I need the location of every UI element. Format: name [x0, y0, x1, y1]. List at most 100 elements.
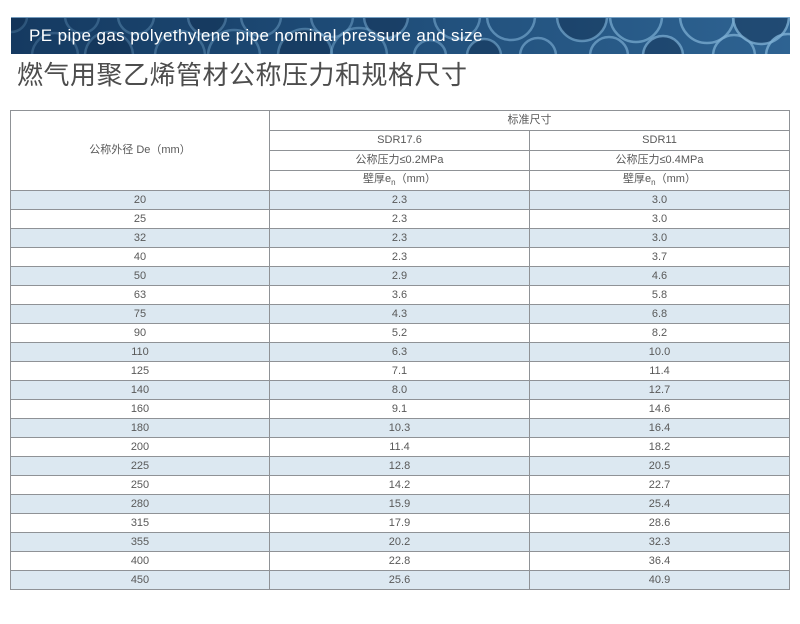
cell-wall-sdr176: 20.2: [269, 532, 530, 552]
table-row: 400 22.8 36.4: [10, 551, 790, 571]
cell-wall-sdr176: 2.3: [269, 209, 530, 229]
table-row: 75 4.3 6.8: [10, 304, 790, 324]
cell-wall-sdr176: 2.3: [269, 190, 530, 210]
cell-wall-sdr11: 40.9: [529, 570, 790, 590]
header-sdr176: SDR17.6: [269, 130, 530, 151]
cell-wall-sdr176: 9.1: [269, 399, 530, 419]
cell-wall-sdr176: 10.3: [269, 418, 530, 438]
table-row: 225 12.8 20.5: [10, 456, 790, 476]
cell-outer-diameter: 280: [10, 494, 270, 514]
table-row: 125 7.1 11.4: [10, 361, 790, 381]
cell-wall-sdr176: 4.3: [269, 304, 530, 324]
banner-title: PE pipe gas polyethylene pipe nominal pr…: [29, 26, 483, 45]
cell-outer-diameter: 20: [10, 190, 270, 210]
table-row: 280 15.9 25.4: [10, 494, 790, 514]
cell-outer-diameter: 315: [10, 513, 270, 533]
header-pressure-04mpa: 公称压力≤0.4MPa: [529, 150, 790, 171]
cell-outer-diameter: 180: [10, 418, 270, 438]
cell-outer-diameter: 400: [10, 551, 270, 571]
cell-outer-diameter: 125: [10, 361, 270, 381]
table-row: 250 14.2 22.7: [10, 475, 790, 495]
header-standard-size: 标准尺寸: [269, 110, 790, 131]
cell-outer-diameter: 200: [10, 437, 270, 457]
cell-wall-sdr11: 16.4: [529, 418, 790, 438]
cell-wall-sdr11: 5.8: [529, 285, 790, 305]
table-row: 315 17.9 28.6: [10, 513, 790, 533]
cell-wall-sdr11: 22.7: [529, 475, 790, 495]
wall-thickness-prefix: 壁厚e: [363, 173, 392, 185]
table-row: 50 2.9 4.6: [10, 266, 790, 286]
table-row: 450 25.6 40.9: [10, 570, 790, 590]
header-pressure-02mpa: 公称压力≤0.2MPa: [269, 150, 530, 171]
table-row: 355 20.2 32.3: [10, 532, 790, 552]
cell-outer-diameter: 63: [10, 285, 270, 305]
banner: PE pipe gas polyethylene pipe nominal pr…: [11, 17, 790, 54]
wall-thickness-subscript: n: [391, 178, 396, 188]
table-row: 140 8.0 12.7: [10, 380, 790, 400]
wall-thickness-suffix: （mm）: [395, 173, 436, 185]
cell-wall-sdr11: 14.6: [529, 399, 790, 419]
table-body: 20 2.3 3.0 25 2.3 3.0 32 2.3 3.0 40 2.3 3.7 50 2.9 4.6…: [10, 190, 790, 590]
cell-outer-diameter: 75: [10, 304, 270, 324]
cell-wall-sdr176: 22.8: [269, 551, 530, 571]
cell-wall-sdr176: 11.4: [269, 437, 530, 457]
cell-wall-sdr11: 18.2: [529, 437, 790, 457]
cell-outer-diameter: 250: [10, 475, 270, 495]
cell-outer-diameter: 110: [10, 342, 270, 362]
cell-outer-diameter: 25: [10, 209, 270, 229]
header-sdr11: SDR11: [529, 130, 790, 151]
header-row-standard-size: 公称外径 De（mm） 标准尺寸: [10, 110, 790, 191]
cell-wall-sdr11: 36.4: [529, 551, 790, 571]
cell-wall-sdr11: 20.5: [529, 456, 790, 476]
cell-wall-sdr176: 14.2: [269, 475, 530, 495]
cell-wall-sdr11: 10.0: [529, 342, 790, 362]
header-row-sdr: SDR17.6 SDR11: [11, 130, 790, 151]
cell-wall-sdr176: 12.8: [269, 456, 530, 476]
table-row: 90 5.2 8.2: [10, 323, 790, 343]
cell-outer-diameter: 450: [10, 570, 270, 590]
cell-wall-sdr176: 2.3: [269, 247, 530, 267]
cell-outer-diameter: 140: [10, 380, 270, 400]
header-row-wall-thickness: 壁厚en（mm） 壁厚en（mm）: [11, 170, 790, 191]
cell-wall-sdr11: 3.0: [529, 209, 790, 229]
cell-wall-sdr176: 25.6: [269, 570, 530, 590]
table-row: 160 9.1 14.6: [10, 399, 790, 419]
wall-thickness-suffix: （mm）: [655, 173, 696, 185]
cell-wall-sdr176: 6.3: [269, 342, 530, 362]
pipes-pattern-decoration: [11, 18, 790, 54]
cell-outer-diameter: 32: [10, 228, 270, 248]
table-header: 公称外径 De（mm） 标准尺寸 SDR17.6 SDR11 公称压力≤0.2M…: [10, 110, 790, 191]
cell-wall-sdr176: 15.9: [269, 494, 530, 514]
wall-thickness-prefix: 壁厚e: [623, 173, 652, 185]
cell-wall-sdr11: 28.6: [529, 513, 790, 533]
cell-wall-sdr11: 3.0: [529, 190, 790, 210]
spec-table: 公称外径 De（mm） 标准尺寸 SDR17.6 SDR11 公称压力≤0.2M…: [10, 110, 790, 590]
header-outer-diameter: 公称外径 De（mm）: [10, 110, 270, 191]
table-row: 25 2.3 3.0: [10, 209, 790, 229]
table-row: 180 10.3 16.4: [10, 418, 790, 438]
header-row-pressure: 公称压力≤0.2MPa 公称压力≤0.4MPa: [11, 150, 790, 171]
cell-wall-sdr11: 32.3: [529, 532, 790, 552]
cell-wall-sdr176: 2.9: [269, 266, 530, 286]
cell-outer-diameter: 40: [10, 247, 270, 267]
cell-wall-sdr11: 3.0: [529, 228, 790, 248]
cell-wall-sdr176: 3.6: [269, 285, 530, 305]
table-row: 63 3.6 5.8: [10, 285, 790, 305]
cell-outer-diameter: 225: [10, 456, 270, 476]
table-row: 200 11.4 18.2: [10, 437, 790, 457]
cell-outer-diameter: 90: [10, 323, 270, 343]
cell-wall-sdr176: 5.2: [269, 323, 530, 343]
header-wall-thickness-sdr11: 壁厚en（mm）: [529, 170, 790, 191]
header-wall-thickness-sdr176: 壁厚en（mm）: [269, 170, 530, 191]
cell-outer-diameter: 50: [10, 266, 270, 286]
table-row: 40 2.3 3.7: [10, 247, 790, 267]
cell-wall-sdr11: 4.6: [529, 266, 790, 286]
cell-wall-sdr11: 25.4: [529, 494, 790, 514]
cell-wall-sdr11: 12.7: [529, 380, 790, 400]
cell-wall-sdr176: 2.3: [269, 228, 530, 248]
cell-wall-sdr11: 3.7: [529, 247, 790, 267]
cell-outer-diameter: 160: [10, 399, 270, 419]
table-row: 110 6.3 10.0: [10, 342, 790, 362]
table-row: 20 2.3 3.0: [10, 190, 790, 210]
